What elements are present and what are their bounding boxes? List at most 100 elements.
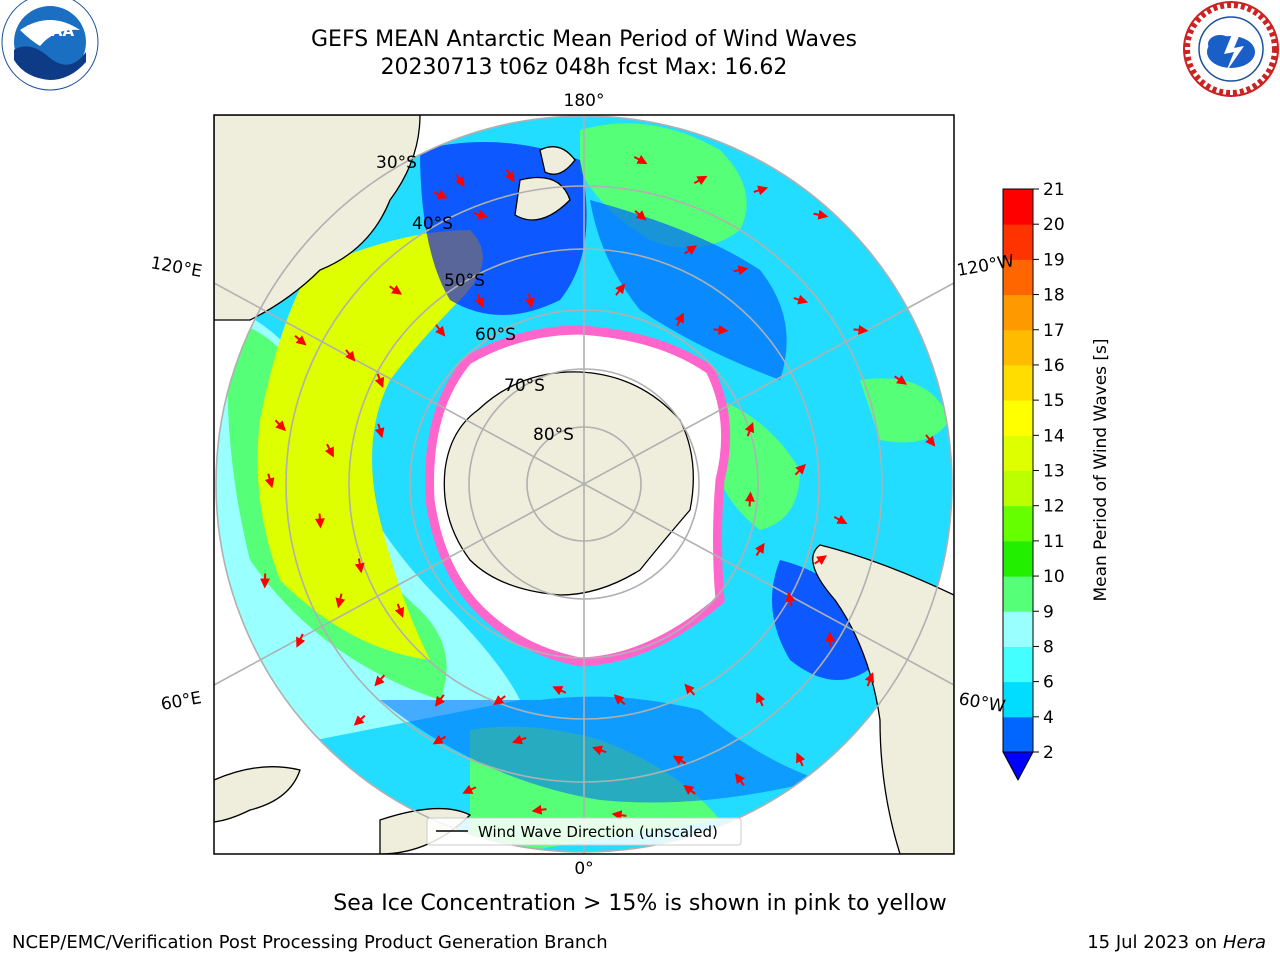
wind-wave-arrow <box>374 674 386 687</box>
colorbar-cell <box>1003 681 1033 718</box>
legend-label: Wind Wave Direction (unscaled) <box>478 823 718 841</box>
wind-wave-arrow <box>744 491 755 507</box>
wind-wave-arrow <box>833 514 848 525</box>
lat-label-40s: 40°S <box>412 214 453 234</box>
wind-wave-arrow <box>693 175 708 186</box>
wind-wave-arrow <box>864 672 875 687</box>
lon-label-60e: 60°E <box>159 688 203 715</box>
wind-wave-arrow <box>374 423 385 439</box>
lat-label-50s: 50°S <box>444 271 485 291</box>
wind-wave-arrow <box>785 591 796 607</box>
wind-wave-arrow <box>683 784 696 795</box>
wind-wave-arrow <box>264 473 275 489</box>
footer-credit: NCEP/EMC/Verification Post Processing Pr… <box>12 932 608 953</box>
wind-wave-arrow <box>754 542 765 557</box>
chart-subtitle: 20230713 t06z 048h fcst Max: 16.62 <box>380 55 788 80</box>
wind-wave-arrow <box>294 335 307 346</box>
wind-wave-arrow <box>389 285 403 295</box>
wind-wave-arrow <box>753 185 769 196</box>
noaa-logo: NOAA <box>1 0 99 91</box>
wind-wave-arrow <box>511 734 527 745</box>
wind-wave-arrow <box>814 555 828 565</box>
colorbar-cell <box>1003 540 1033 577</box>
wind-wave-arrow <box>684 683 696 696</box>
wind-wave-arrow <box>796 752 806 767</box>
colorbar-cell <box>1003 716 1033 753</box>
wind-wave-arrow <box>794 463 806 476</box>
wind-wave-arrow <box>853 324 869 335</box>
wind-wave-arrow <box>713 324 729 335</box>
south-america-land <box>812 544 954 854</box>
wind-wave-arrow <box>473 209 489 220</box>
wind-wave-arrow <box>493 695 506 706</box>
colorbar-tick-label: 15 <box>1043 391 1065 411</box>
colorbar-tick-label: 11 <box>1043 532 1065 552</box>
wind-wave-arrow <box>634 210 647 221</box>
colorbar-tick-label: 6 <box>1043 673 1054 693</box>
wind-wave-arrow <box>324 443 334 458</box>
australia-land <box>214 115 421 321</box>
wind-wave-arrow <box>793 294 809 305</box>
colorbar-cell <box>1003 329 1033 366</box>
noaa-logo-text: NOAA <box>26 22 75 40</box>
wind-wave-arrow <box>734 773 745 786</box>
colorbar-cell <box>1003 259 1033 296</box>
graticule <box>214 115 954 854</box>
wind-wave-arrow <box>432 734 447 745</box>
wind-wave-arrow <box>394 603 405 618</box>
colorbar-cell <box>1003 294 1033 331</box>
footer-host: Hera <box>1222 932 1266 953</box>
wind-wave-arrow <box>454 173 465 188</box>
colorbar-tick-label: 10 <box>1043 567 1065 587</box>
map-frame <box>213 114 955 855</box>
lon-label-0: 0° <box>574 859 593 879</box>
wind-wave-arrows <box>260 154 936 821</box>
wind-wave-arrow <box>524 293 535 309</box>
colorbar-label: Mean Period of Wind Waves [s] <box>1091 338 1111 601</box>
wind-wave-arrow <box>474 293 485 308</box>
new-zealand-north-land <box>539 146 576 175</box>
lat-label-30s: 30°S <box>376 153 417 173</box>
africa-land <box>214 766 301 823</box>
footer-date-text: 15 Jul 2023 on <box>1087 932 1223 953</box>
colorbar-tick-label: 17 <box>1043 321 1065 341</box>
colorbar-extend-triangle <box>1002 751 1034 782</box>
wind-wave-arrow <box>552 686 567 696</box>
wind-wave-arrow <box>433 189 448 200</box>
wind-wave-arrow <box>274 419 286 432</box>
colorbar: 2 4 6 8 9 10 11 12 13 14 15 16 17 18 19 20 21 <box>1002 180 1065 782</box>
antarctica-land <box>443 371 694 596</box>
wind-wave-arrow <box>462 784 477 794</box>
map-legend: Wind Wave Direction (unscaled) <box>426 817 742 846</box>
wind-wave-arrow <box>633 154 648 165</box>
colorbar-tick-label: 12 <box>1043 497 1065 517</box>
wind-wave-arrow <box>756 692 766 707</box>
land <box>214 115 954 854</box>
wind-wave-arrow <box>613 694 626 706</box>
colorbar-cell <box>1003 470 1033 507</box>
wind-wave-arrow <box>296 633 306 648</box>
wind-wave-arrow <box>335 593 346 609</box>
colorbar-tick-label: 16 <box>1043 356 1065 376</box>
colorbar-tick-label: 19 <box>1043 250 1065 270</box>
new-zealand-land <box>514 176 571 221</box>
wind-wave-arrow <box>611 810 627 821</box>
colorbar-tick-label: 21 <box>1043 180 1065 200</box>
colorbar-cell <box>1003 576 1033 612</box>
lon-label-180: 180° <box>564 91 605 111</box>
wind-wave-arrow <box>925 434 936 447</box>
wind-wave-arrow <box>345 349 356 362</box>
colorbar-cell <box>1003 224 1033 260</box>
map-layer <box>214 115 954 854</box>
wind-wave-arrow <box>434 694 445 707</box>
colorbar-tick-label: 2 <box>1043 743 1054 763</box>
footer-date: 15 Jul 2023 on Hera <box>1087 932 1266 953</box>
colorbar-tick-label: 9 <box>1043 602 1054 622</box>
colorbar-tick-label: 18 <box>1043 286 1065 306</box>
wind-wave-arrow <box>531 804 547 815</box>
wind-wave-arrow <box>733 265 749 276</box>
lat-label-70s: 70°S <box>504 376 545 396</box>
wind-wave-arrow <box>813 209 829 220</box>
colorbar-tick-label: 20 <box>1043 215 1065 235</box>
